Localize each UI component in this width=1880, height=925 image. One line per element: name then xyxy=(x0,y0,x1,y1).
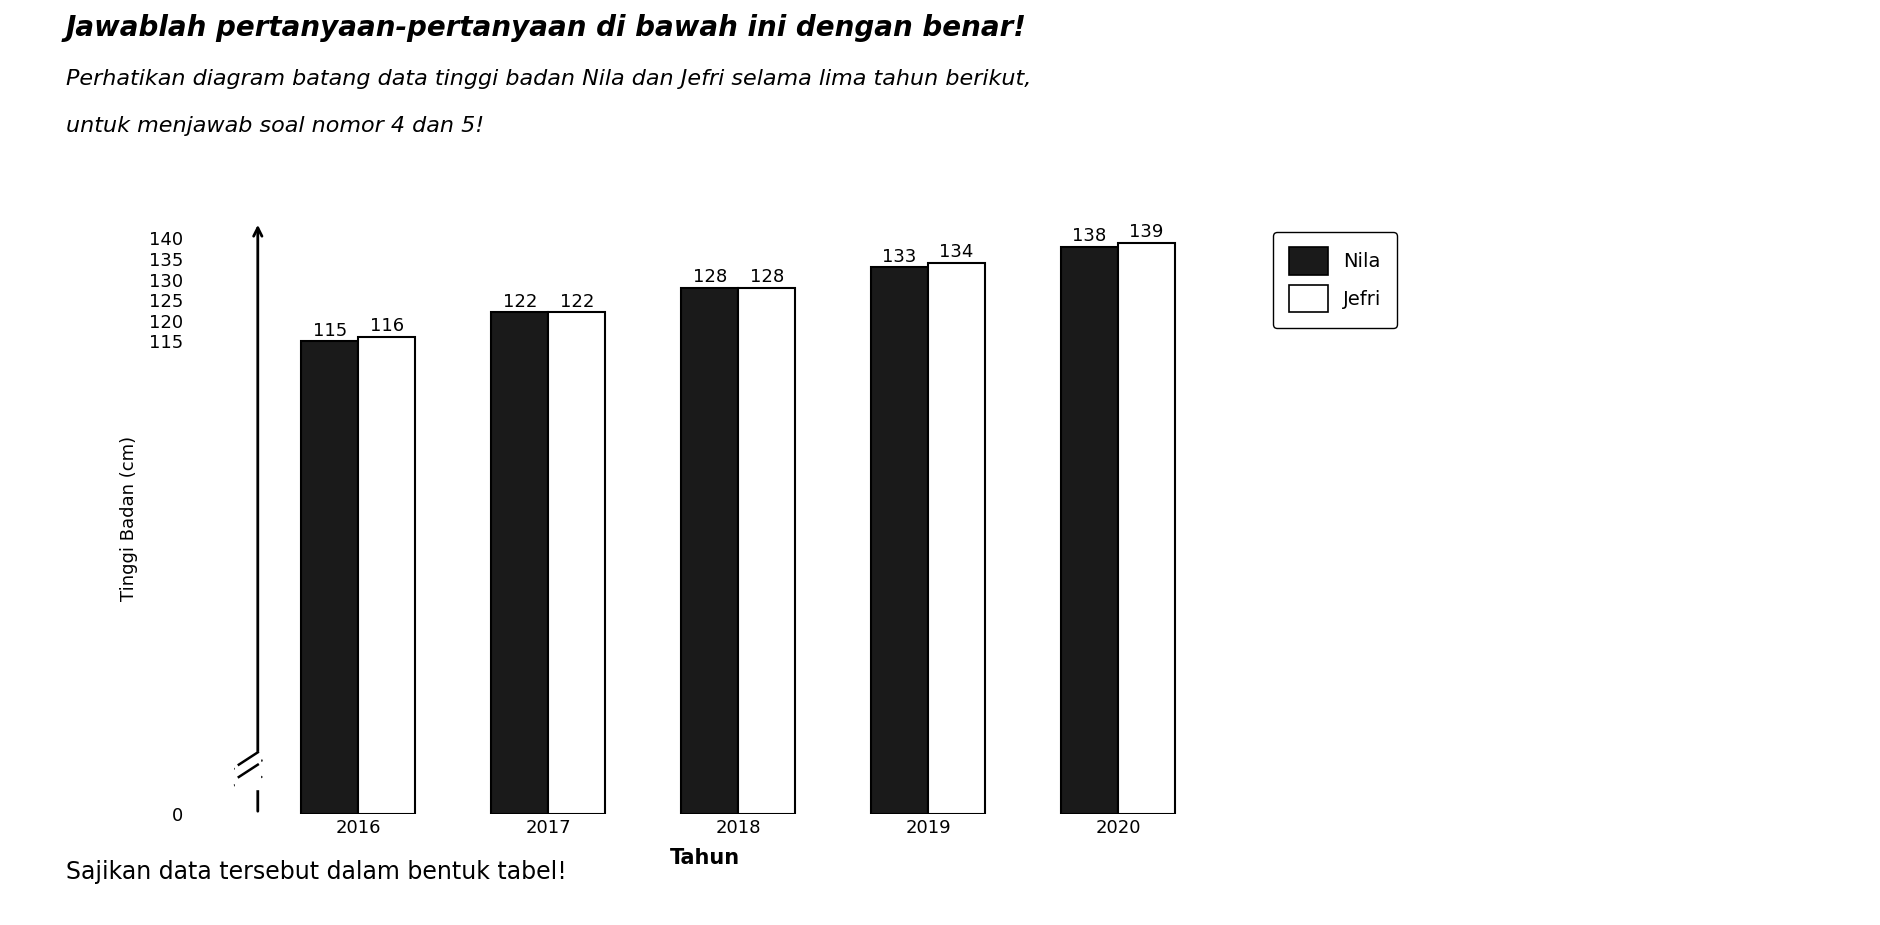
Bar xyxy=(739,288,795,814)
Text: 133: 133 xyxy=(882,248,917,265)
Text: 128: 128 xyxy=(692,268,728,286)
X-axis label: Tahun: Tahun xyxy=(669,848,741,868)
Text: 116: 116 xyxy=(370,317,404,336)
Text: 134: 134 xyxy=(940,243,974,262)
Bar xyxy=(1060,247,1119,814)
Y-axis label: Tinggi Badan (cm): Tinggi Badan (cm) xyxy=(120,436,137,600)
Legend: Nila, Jefri: Nila, Jefri xyxy=(1273,232,1397,327)
Bar xyxy=(1119,242,1175,814)
Text: 128: 128 xyxy=(750,268,784,286)
Text: Sajikan data tersebut dalam bentuk tabel!: Sajikan data tersebut dalam bentuk tabel… xyxy=(66,860,566,884)
Bar xyxy=(359,337,415,814)
Bar xyxy=(301,341,359,814)
Bar xyxy=(549,313,605,814)
Bar xyxy=(491,313,549,814)
Text: 139: 139 xyxy=(1130,223,1164,240)
Text: 122: 122 xyxy=(502,293,538,311)
Bar xyxy=(929,263,985,814)
Text: 122: 122 xyxy=(560,293,594,311)
Text: untuk menjawab soal nomor 4 dan 5!: untuk menjawab soal nomor 4 dan 5! xyxy=(66,116,483,136)
Bar xyxy=(681,288,739,814)
Text: 115: 115 xyxy=(312,322,348,339)
Text: 138: 138 xyxy=(1072,227,1107,245)
Text: Jawablah pertanyaan-pertanyaan di bawah ini dengan benar!: Jawablah pertanyaan-pertanyaan di bawah … xyxy=(66,14,1026,42)
Bar xyxy=(870,267,929,814)
Text: Perhatikan diagram batang data tinggi badan Nila dan Jefri selama lima tahun ber: Perhatikan diagram batang data tinggi ba… xyxy=(66,69,1030,90)
